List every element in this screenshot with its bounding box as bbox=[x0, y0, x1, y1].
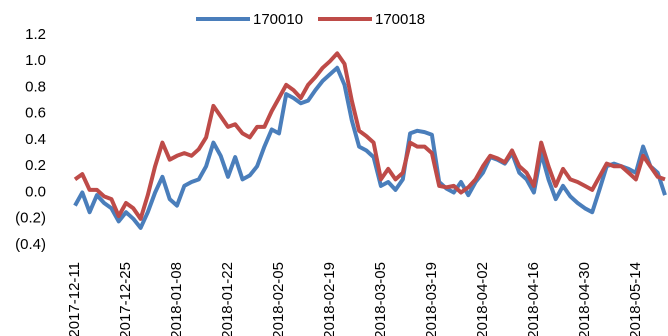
x-tick-label: 2018-01-22 bbox=[219, 262, 236, 336]
y-tick-label: 0.6 bbox=[25, 105, 46, 122]
y-tick-label: 1.2 bbox=[25, 26, 46, 43]
legend-label: 170018 bbox=[375, 11, 425, 28]
y-tick-label: (0.2) bbox=[15, 210, 46, 227]
x-tick-label: 2018-03-05 bbox=[372, 262, 389, 336]
x-tick-label: 2018-01-08 bbox=[168, 262, 185, 336]
x-tick-label: 2018-02-19 bbox=[321, 262, 338, 336]
legend-label: 170010 bbox=[253, 11, 303, 28]
x-tick-label: 2017-12-25 bbox=[117, 262, 134, 336]
x-tick-label: 2018-05-14 bbox=[627, 262, 644, 336]
x-tick-label: 2018-04-02 bbox=[474, 262, 491, 336]
y-tick-label: 0.4 bbox=[25, 131, 46, 148]
y-tick-label: 0.8 bbox=[25, 78, 46, 95]
x-tick-label: 2017-12-11 bbox=[66, 262, 83, 336]
x-tick-label: 2018-04-30 bbox=[576, 262, 593, 336]
x-tick-label: 2018-02-05 bbox=[270, 262, 287, 336]
y-tick-label: 0.2 bbox=[25, 157, 46, 174]
y-tick-label: 1.0 bbox=[25, 52, 46, 69]
y-tick-label: (0.4) bbox=[15, 236, 46, 253]
series-line bbox=[73, 65, 667, 230]
x-tick-label: 2018-04-16 bbox=[525, 262, 542, 336]
series-line bbox=[73, 51, 666, 221]
x-tick-label: 2018-03-19 bbox=[423, 262, 440, 336]
y-tick-label: 0.0 bbox=[25, 183, 46, 200]
